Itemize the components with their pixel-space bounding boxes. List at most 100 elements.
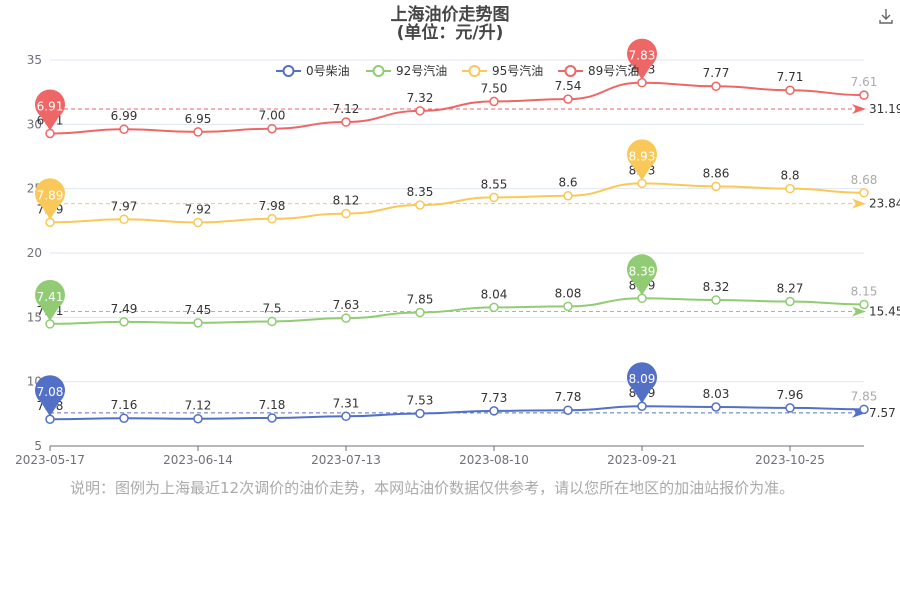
average-label: 31.19 — [869, 102, 900, 116]
data-point — [341, 411, 351, 422]
data-point — [563, 94, 573, 104]
x-tick-label: 2023-09-21 — [607, 453, 677, 467]
legend[interactable]: 0号柴油 92号汽油 95号汽油 89号汽油 — [276, 63, 639, 78]
data-point — [563, 190, 573, 201]
average-label: 15.45 — [869, 305, 900, 319]
data-label: 7.71 — [777, 70, 804, 84]
data-point — [415, 200, 425, 210]
marker-pin-label: 7.83 — [629, 49, 656, 63]
legend-item[interactable]: 0号柴油 — [276, 64, 350, 78]
data-label: 7.16 — [111, 398, 138, 412]
average-arrow — [852, 104, 866, 115]
x-axis: 2023-05-17 2023-06-14 2023-07-13 2023-08-10… — [15, 445, 864, 467]
data-point — [119, 413, 129, 423]
data-point — [785, 85, 795, 95]
data-label: 7.98 — [259, 199, 286, 213]
data-label: 7.12 — [333, 102, 360, 116]
x-tick-label: 2023-07-13 — [311, 453, 381, 467]
data-point — [193, 127, 203, 137]
data-point — [711, 295, 721, 305]
data-label: 6.99 — [111, 109, 138, 123]
data-label: 7.92 — [185, 203, 212, 217]
data-point — [859, 90, 869, 100]
data-label: 8.32 — [703, 280, 730, 294]
data-point — [637, 178, 647, 189]
marker-pin — [627, 254, 658, 296]
data-label: 8.6 — [558, 176, 577, 190]
data-point — [341, 313, 351, 323]
average-label: 7.57 — [869, 406, 896, 420]
marker-pin — [35, 178, 65, 220]
data-point — [341, 208, 351, 219]
y-tick-label: 5 — [34, 439, 42, 453]
data-point — [563, 405, 573, 415]
download-icon[interactable] — [877, 6, 895, 24]
marker-pin — [627, 139, 657, 181]
x-tick-label: 2023-05-17 — [15, 453, 85, 467]
data-point — [341, 117, 351, 127]
data-point — [785, 403, 795, 413]
data-point — [267, 316, 277, 327]
data-point — [489, 96, 499, 107]
series-0: 7.08 7.16 7.12 7.18 7.31 7.53 7.73 7.78 8.09 8.03… — [35, 362, 877, 424]
data-point — [267, 123, 277, 134]
data-point — [489, 406, 499, 416]
data-point — [785, 296, 795, 307]
data-label: 8.35 — [407, 185, 434, 199]
legend-item[interactable]: 95号汽油 — [462, 63, 543, 78]
x-tick-label: 2023-08-10 — [459, 453, 529, 467]
data-label: 8.03 — [703, 387, 730, 401]
data-point — [193, 413, 203, 424]
chart-subtitle: (单位：元/升) — [397, 22, 504, 43]
data-point — [45, 319, 55, 329]
legend-item[interactable]: 92号汽油 — [366, 63, 447, 78]
data-label: 7.78 — [555, 390, 582, 404]
data-label: 7.77 — [703, 66, 730, 80]
marker-pin — [35, 89, 65, 131]
average-lines: 7.57 15.45 23.84 31.19 — [50, 102, 900, 420]
data-point — [193, 318, 203, 328]
legend-label: 92号汽油 — [396, 63, 447, 78]
data-point — [119, 214, 129, 225]
marker-pin-label: 7.41 — [37, 290, 64, 304]
data-point — [711, 402, 721, 412]
legend-item[interactable]: 89号汽油 — [558, 63, 639, 78]
series-line — [49, 182, 865, 224]
y-tick-label: 15 — [27, 310, 42, 324]
x-tick-label: 2023-10-25 — [755, 453, 825, 467]
marker-pin-label: 7.08 — [37, 385, 64, 399]
data-point — [415, 408, 425, 419]
data-point — [637, 401, 647, 411]
marker-pin-label: 7.89 — [37, 188, 64, 202]
data-label: 7.49 — [111, 302, 138, 316]
data-label: 8.15 — [851, 284, 878, 298]
data-point — [637, 293, 647, 304]
data-label: 7.45 — [185, 303, 212, 317]
series-line — [49, 405, 865, 421]
marker-pin-label: 8.93 — [629, 149, 656, 163]
data-label: 8.68 — [851, 173, 878, 187]
data-label: 7.12 — [185, 399, 212, 413]
data-label: 8.86 — [703, 166, 730, 180]
legend-marker — [372, 65, 385, 77]
data-point — [45, 414, 55, 424]
y-tick-label: 20 — [27, 246, 42, 260]
data-point — [415, 307, 425, 318]
marker-pin-label: 6.91 — [37, 99, 64, 113]
data-label: 7.5 — [262, 301, 281, 315]
marker-pin-label: 8.09 — [629, 372, 656, 386]
data-point — [119, 124, 129, 134]
series-layer: 7.08 7.16 7.12 7.18 7.31 7.53 7.73 7.78 8.09 8.03… — [35, 38, 878, 424]
data-point — [785, 183, 795, 194]
data-point — [711, 81, 721, 91]
data-point — [193, 217, 203, 228]
data-point — [859, 404, 869, 415]
data-label: 7.00 — [259, 109, 286, 123]
data-point — [45, 217, 55, 228]
y-tick-label: 30 — [27, 117, 42, 131]
data-label: 7.96 — [777, 388, 804, 402]
y-tick-label: 35 — [27, 53, 42, 67]
data-point — [637, 77, 647, 88]
data-point — [489, 192, 499, 203]
data-point — [859, 299, 869, 310]
